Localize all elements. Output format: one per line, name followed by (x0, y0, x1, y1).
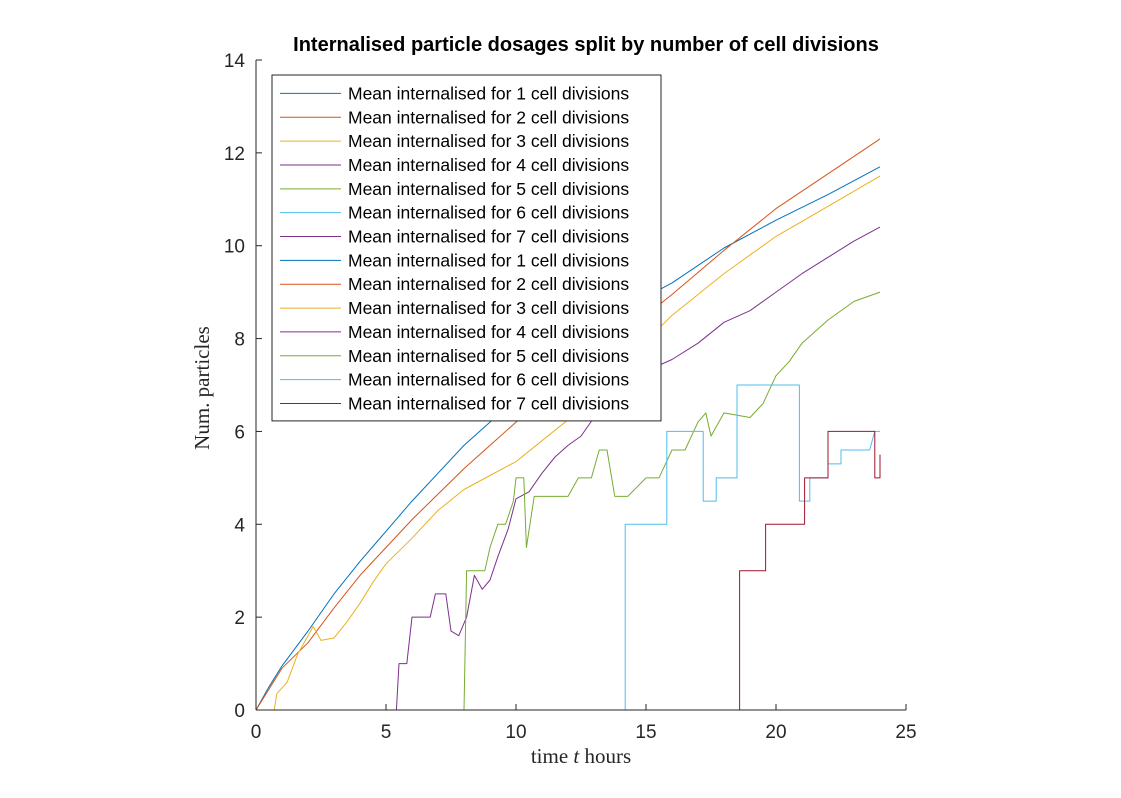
y-tick-label: 12 (224, 144, 245, 165)
legend: Mean internalised for 1 cell divisions Me… (271, 74, 662, 422)
legend-entry-label: Mean internalised for 7 cell divisions (348, 393, 629, 413)
legend-box (271, 74, 662, 422)
legend-entry-label: Mean internalised for 4 cell divisions (348, 322, 629, 342)
series-line-3 (256, 175, 881, 711)
axes-layer (255, 60, 906, 711)
legend-entry-label: Mean internalised for 3 cell divisions (348, 298, 629, 318)
series-line-2 (255, 138, 881, 711)
x-axis-label: time t hours (531, 744, 631, 768)
x-tick-label: 15 (635, 722, 656, 743)
legend-entry-label: Mean internalised for 6 cell divisions (348, 370, 629, 390)
chart-title: Internalised particle dosages split by n… (293, 34, 879, 56)
y-tick-label: 14 (224, 51, 246, 72)
y-tick-label: 6 (234, 422, 245, 443)
x-axis-label-var: t (573, 744, 580, 768)
series-line-5 (256, 291, 881, 711)
y-tick-label: 0 (234, 701, 245, 722)
legend-entry-label: Mean internalised for 4 cell divisions (348, 155, 629, 175)
x-tick-label: 5 (381, 722, 392, 743)
legend-entry-label: Mean internalised for 2 cell divisions (348, 107, 629, 127)
y-tick-label: 8 (234, 330, 245, 351)
legend-entry-label: Mean internalised for 1 cell divisions (348, 83, 629, 103)
y-tick-label: 2 (234, 608, 245, 629)
legend-entry-label: Mean internalised for 7 cell divisions (348, 227, 629, 247)
series-layer (255, 138, 881, 711)
legend-entry-label: Mean internalised for 3 cell divisions (348, 131, 629, 151)
x-tick-label: 20 (765, 722, 786, 743)
x-axis-label-prefix: time (531, 744, 574, 768)
series-line-4 (256, 226, 881, 711)
y-tick-label: 10 (224, 237, 245, 258)
legend-entry-label: Mean internalised for 5 cell divisions (348, 179, 629, 199)
x-tick-label: 0 (251, 722, 262, 743)
y-axis-label: Num. particles (190, 326, 214, 450)
x-tick-label: 25 (895, 722, 916, 743)
y-tick-label: 4 (234, 515, 245, 536)
series-line-7 (256, 430, 881, 711)
legend-entry-label: Mean internalised for 1 cell divisions (348, 250, 629, 270)
series-line-1 (255, 166, 881, 711)
x-tick-label: 10 (505, 722, 526, 743)
legend-entry-label: Mean internalised for 5 cell divisions (348, 346, 629, 366)
ticks-layer: 0 5 10 15 20 25 0 2 4 6 8 10 12 14 (224, 51, 917, 743)
x-axis-label-suffix: hours (579, 744, 631, 768)
legend-entry-label: Mean internalised for 2 cell divisions (348, 274, 629, 294)
legend-entry-label: Mean internalised for 6 cell divisions (348, 203, 629, 223)
series-line-6 (256, 384, 880, 711)
